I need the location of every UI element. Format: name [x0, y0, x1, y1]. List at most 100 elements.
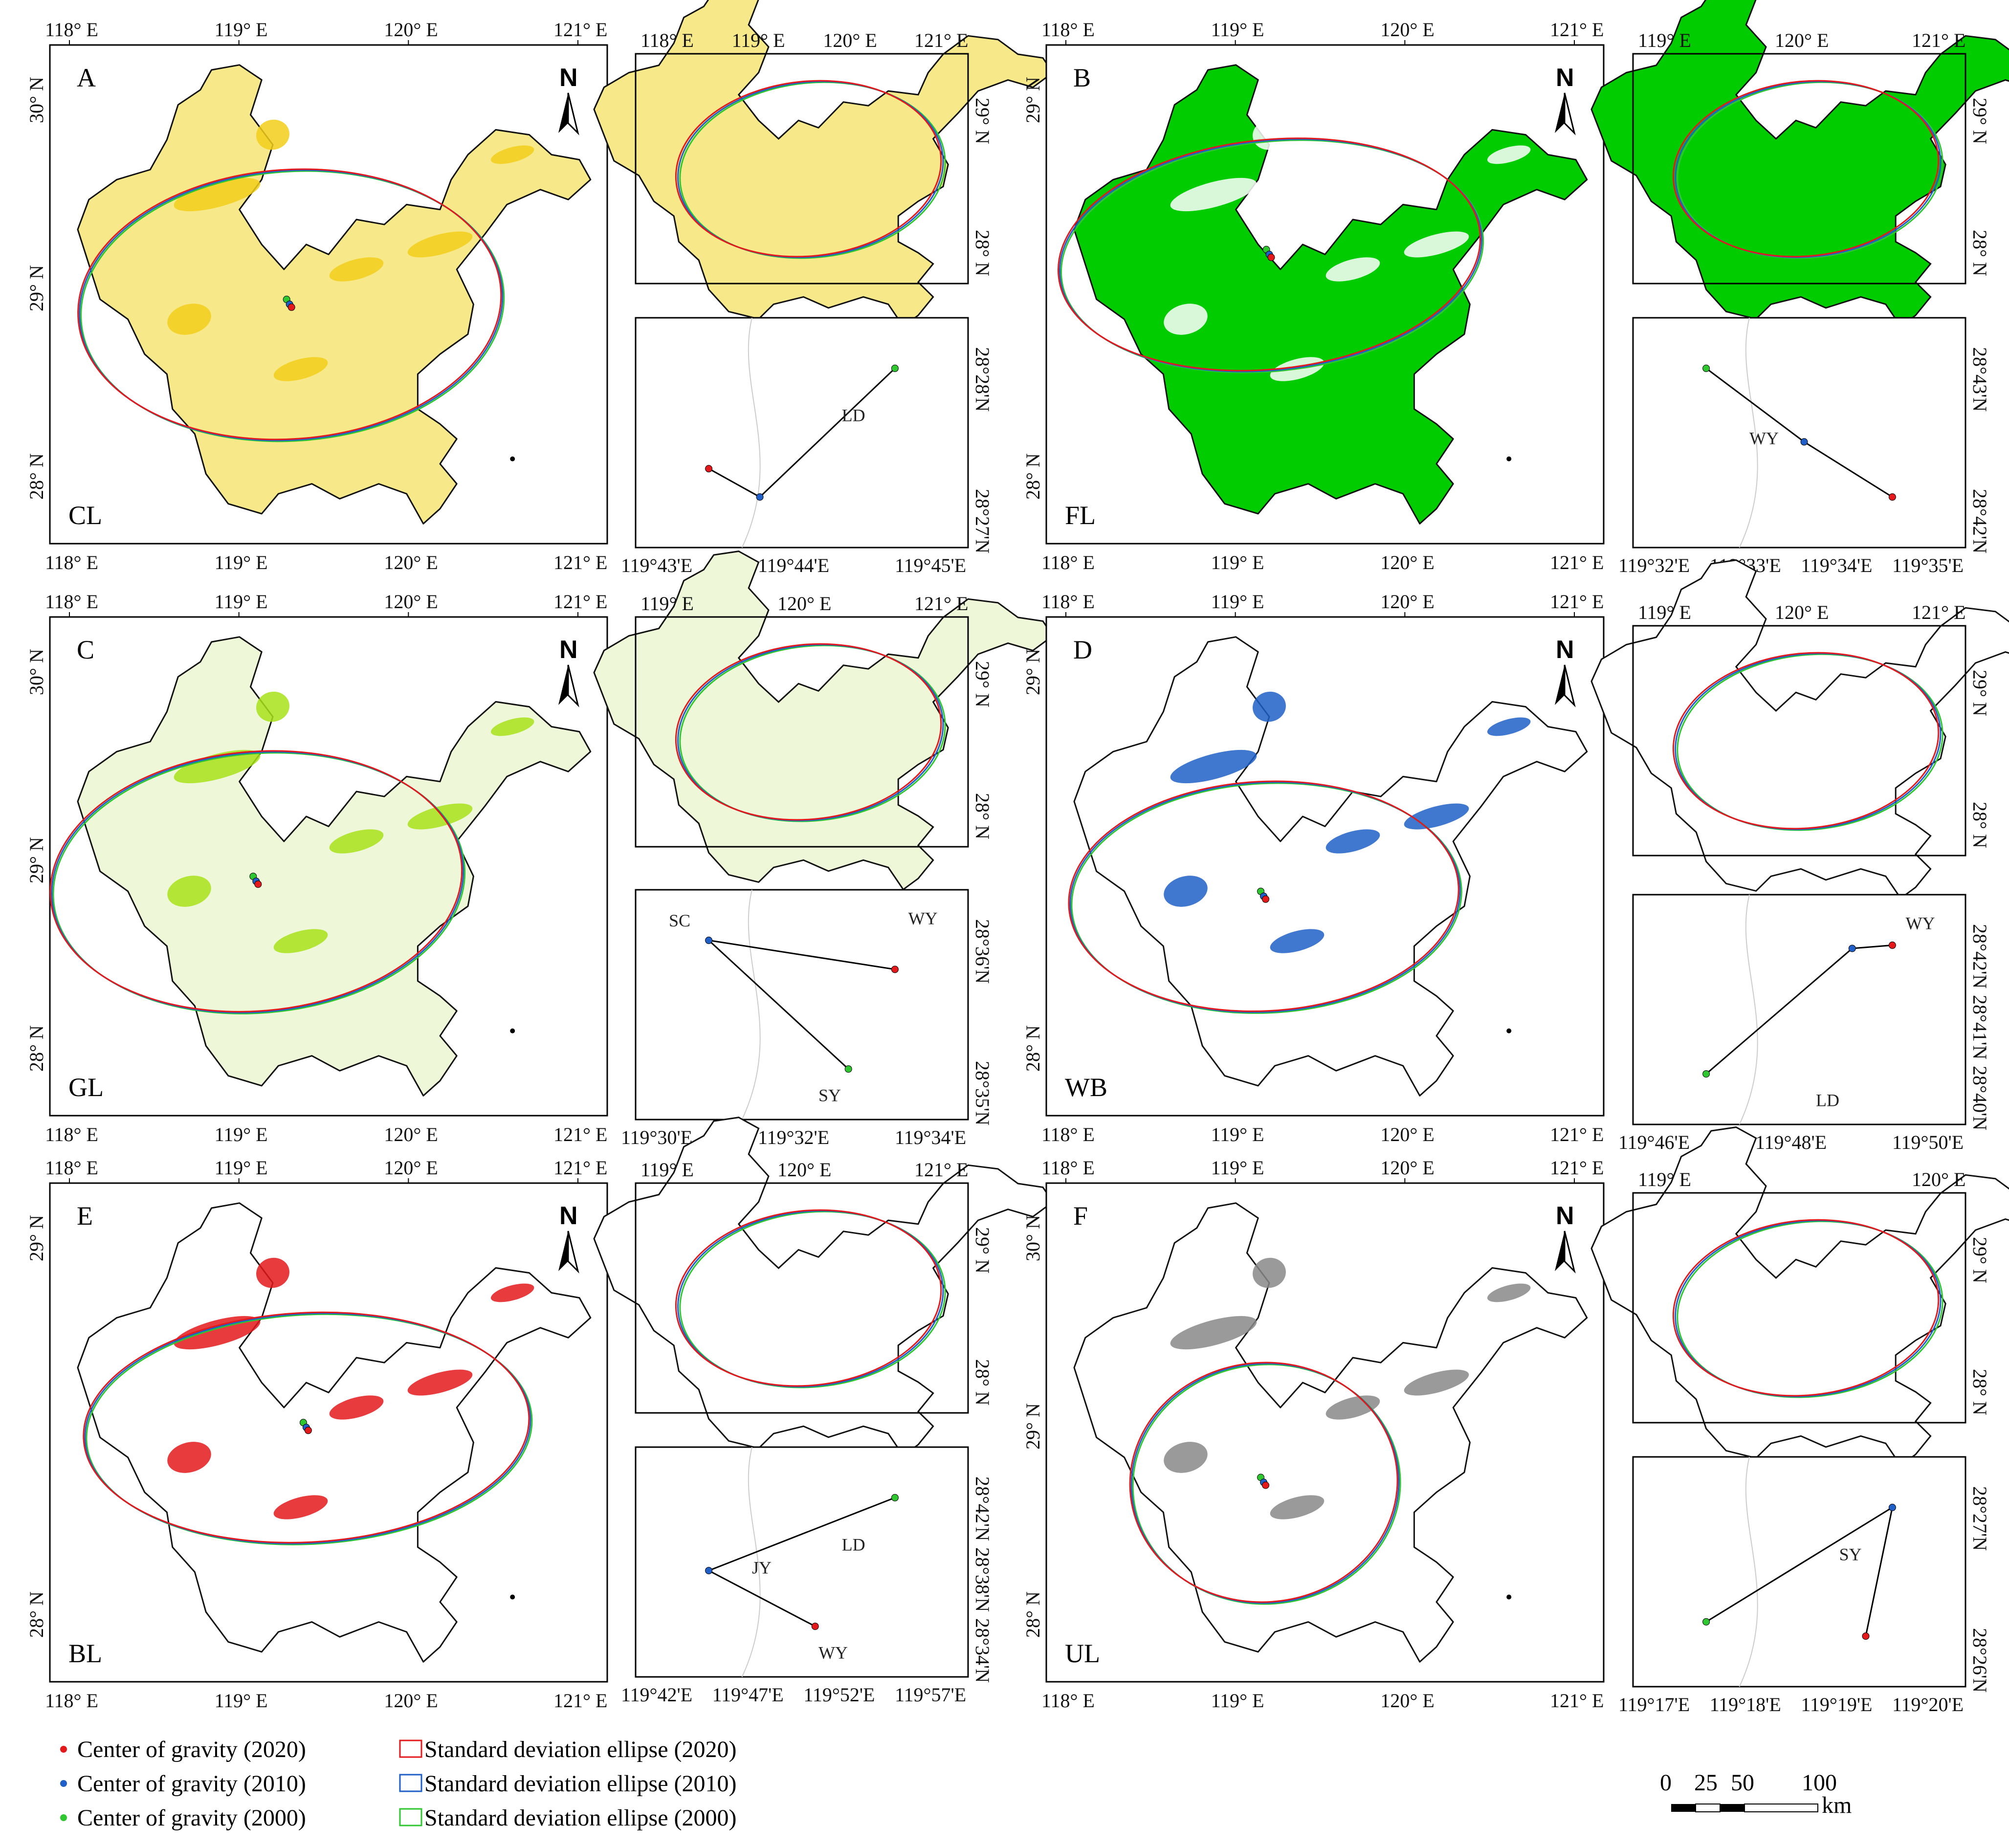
lat-tick: 30° N — [1022, 1215, 1044, 1261]
trend-x-tick: 119°30'E — [621, 1126, 692, 1148]
gravity-point-2020 — [891, 966, 899, 973]
inset-map-a — [593, 0, 1054, 328]
gravity-center-2020 — [254, 880, 262, 888]
inset-ellipse-2000 — [679, 644, 946, 822]
trend-x-tick: 119°48'E — [1755, 1131, 1827, 1153]
lon-tick-bottom: 118° E — [45, 1123, 98, 1145]
inset-frame-top — [1632, 53, 1966, 285]
north-arrow-right — [1564, 1231, 1576, 1274]
lon-tick-top: 120° E — [384, 19, 438, 41]
region-outline — [77, 64, 592, 525]
scale-seg-2 — [1695, 1804, 1721, 1812]
inset-lon-tick: 119° E — [1638, 29, 1691, 51]
north-arrow-right — [567, 664, 579, 707]
inset-ellipse-2010 — [677, 644, 944, 821]
island-mark — [1506, 456, 1512, 462]
land-cover-patch — [174, 749, 261, 784]
panel-letter: B — [1073, 63, 1091, 92]
place-label: WY — [1906, 914, 1935, 933]
ellipse-2000 — [1060, 139, 1484, 374]
lon-tick-bottom: 120° E — [1380, 551, 1434, 573]
lon-tick-bottom: 119° E — [215, 1123, 268, 1145]
lon-tick-bottom: 118° E — [1041, 1690, 1095, 1712]
land-cover-patch — [1253, 1257, 1286, 1288]
panel-code: GL — [68, 1073, 104, 1102]
trend-x-tick: 119°20'E — [1892, 1694, 1964, 1716]
lon-tick-bottom: 119° E — [215, 551, 268, 573]
trend-x-tick: 119°46'E — [1618, 1131, 1690, 1153]
land-cover-patch — [273, 357, 328, 381]
lat-tick: 28° N — [25, 1025, 47, 1072]
lon-tick-bottom: 120° E — [384, 1690, 438, 1712]
lon-tick-bottom: 118° E — [45, 1690, 98, 1712]
ellipse-2010 — [84, 1312, 531, 1544]
inset-ellipse-2020 — [1672, 652, 1940, 830]
trend-y-tick: 28°42'N — [971, 1476, 993, 1541]
inset-ellipse-2000 — [1677, 653, 1943, 831]
inset-ellipse-2000 — [1677, 81, 1943, 259]
ellipse-2020 — [1068, 780, 1459, 1012]
inset-lon-tick: 121° E — [914, 1159, 968, 1181]
lon-tick-top: 118° E — [1041, 19, 1095, 41]
trend-x-tick: 119°57'E — [895, 1684, 966, 1706]
north-arrow-left — [558, 93, 568, 133]
inset-lon-tick: 120° E — [1912, 1168, 1965, 1190]
inset-lat-tick: 29° N — [971, 661, 993, 707]
ellipse-2010 — [79, 169, 504, 441]
land-cover-patch — [256, 1257, 289, 1288]
county-boundary — [741, 1447, 761, 1677]
north-arrow-right — [1564, 664, 1576, 707]
lon-tick-bottom: 119° E — [1211, 1123, 1264, 1145]
trend-y-tick: 28°26'N — [1969, 1628, 1991, 1693]
land-cover-patch — [167, 1442, 211, 1473]
gravity-point-2000 — [891, 1494, 899, 1501]
inset-ellipse-2010 — [1675, 653, 1942, 830]
trend-frame — [635, 1446, 969, 1678]
gravity-point-2020 — [1888, 493, 1896, 501]
north-arrow-left — [1555, 665, 1565, 705]
island-mark — [1506, 1594, 1512, 1600]
land-cover-patch — [1270, 1495, 1325, 1519]
inset-lon-tick: 119° E — [1638, 1168, 1691, 1190]
region-outline — [77, 1202, 592, 1663]
lat-tick: 30° N — [25, 649, 47, 695]
island-mark — [510, 1028, 515, 1034]
land-cover-patch — [407, 1369, 473, 1396]
ellipse-2000 — [86, 1313, 533, 1545]
panel-code: BL — [68, 1639, 102, 1668]
lon-tick-top: 120° E — [384, 591, 438, 613]
ellipse-2010 — [51, 751, 464, 1013]
panel-b: B FL N 118° E 118° E 119° E 119° E 120° E 120° E… — [1022, 0, 2009, 576]
land-cover-patch — [1487, 145, 1531, 164]
inset-lon-tick: 121° E — [914, 593, 968, 615]
lon-tick-bottom: 119° E — [1211, 551, 1264, 573]
legend: Center of gravity (2020) Center of gravi… — [60, 1737, 737, 1831]
north-arrow-left — [1555, 93, 1565, 133]
lon-tick-bottom: 121° E — [553, 1123, 607, 1145]
land-cover-patch — [1170, 177, 1257, 212]
inset-frame-top — [635, 53, 969, 285]
panel-c: C GL N 118° E 118° E 119° E 119° E 120° E 120° E… — [25, 550, 1054, 1148]
north-arrow-left — [558, 1231, 568, 1271]
trend-y-tick: 28°34'N — [971, 1618, 993, 1683]
legend-dot-2010 — [60, 1780, 67, 1787]
legend-ellipse-2010: Standard deviation ellipse (2010) — [399, 1771, 737, 1797]
land-cover-patch — [490, 717, 534, 736]
land-cover-patch — [1325, 829, 1380, 854]
trend-map-d: WY LD — [1632, 894, 1966, 1125]
inset-lat-tick: 29° N — [971, 1227, 993, 1274]
gravity-point-2000 — [1702, 1618, 1710, 1626]
lon-tick-top: 121° E — [1550, 1157, 1604, 1179]
lon-tick-bottom: 120° E — [1380, 1690, 1434, 1712]
ellipse-2000 — [1132, 1364, 1401, 1605]
lon-tick-bottom: 120° E — [384, 551, 438, 573]
place-label: WY — [908, 909, 938, 928]
lat-tick: 28° N — [25, 1591, 47, 1638]
north-label: N — [1556, 636, 1574, 664]
legend-ellipse-2020-label: Standard deviation ellipse (2020) — [424, 1737, 737, 1762]
legend-gravity-2010: Center of gravity (2010) — [60, 1771, 306, 1797]
gravity-center-2020 — [1262, 1481, 1270, 1489]
scale-seg-4 — [1744, 1804, 1818, 1812]
inset-lon-tick: 119° E — [1638, 601, 1691, 623]
legend-gravity-2000: Center of gravity (2000) — [60, 1805, 306, 1831]
